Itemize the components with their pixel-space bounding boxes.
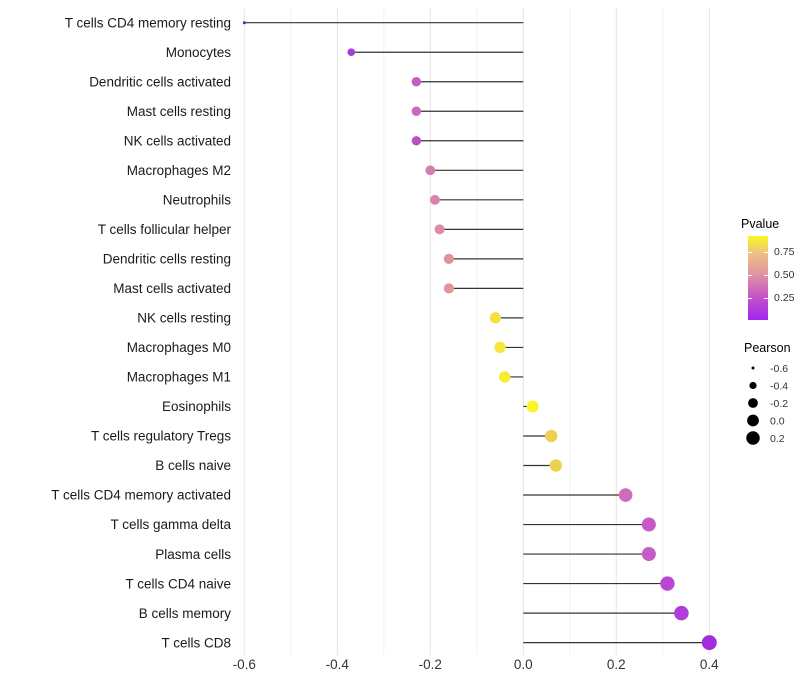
pvalue-tick-label: 0.25 bbox=[774, 292, 795, 304]
category-label: NK cells resting bbox=[137, 311, 231, 326]
pearson-legend-title: Pearson bbox=[744, 341, 791, 355]
category-label: Eosinophils bbox=[162, 399, 231, 414]
colorbar-tick bbox=[748, 298, 752, 299]
data-point bbox=[660, 576, 675, 591]
data-point bbox=[494, 341, 506, 354]
x-tick-label: -0.2 bbox=[419, 657, 442, 672]
category-label: T cells follicular helper bbox=[98, 222, 232, 237]
category-label: Mast cells resting bbox=[127, 104, 231, 119]
data-point bbox=[701, 635, 717, 651]
category-label: T cells CD4 memory resting bbox=[65, 15, 231, 30]
pvalue-tick-label: 0.75 bbox=[774, 246, 795, 258]
colorbar-tick bbox=[764, 275, 768, 276]
data-point bbox=[347, 48, 356, 57]
category-label: Dendritic cells resting bbox=[103, 252, 231, 267]
pearson-size-label: -0.6 bbox=[770, 363, 788, 375]
x-tick-label: 0.4 bbox=[700, 657, 719, 672]
colorbar-tick bbox=[764, 298, 768, 299]
category-label: T cells CD4 memory activated bbox=[51, 488, 231, 503]
data-point bbox=[242, 21, 246, 25]
pearson-size-legend: -0.6 -0.4 -0.2 0.0 0.2 bbox=[746, 363, 788, 445]
category-label: Monocytes bbox=[166, 45, 232, 60]
data-point bbox=[526, 400, 539, 413]
category-label: T cells gamma delta bbox=[110, 517, 231, 532]
category-label: Mast cells activated bbox=[113, 281, 231, 296]
x-tick-label: -0.6 bbox=[233, 657, 256, 672]
data-point bbox=[443, 283, 454, 294]
data-point bbox=[411, 77, 422, 87]
data-point bbox=[434, 224, 445, 235]
pvalue-tick-label: 0.50 bbox=[774, 269, 795, 281]
data-point bbox=[489, 312, 501, 324]
data-point bbox=[425, 165, 436, 176]
data-point bbox=[411, 106, 422, 116]
category-label: Macrophages M1 bbox=[127, 370, 231, 385]
data-point bbox=[443, 253, 454, 264]
category-label: Neutrophils bbox=[163, 193, 232, 208]
colorbar-tick bbox=[764, 252, 768, 253]
category-label: T cells regulatory Tregs bbox=[91, 429, 231, 444]
pvalue-colorbar bbox=[748, 236, 768, 320]
pearson-size-dot bbox=[746, 431, 760, 445]
pearson-size-label: 0.2 bbox=[770, 433, 785, 445]
category-label: B cells memory bbox=[139, 606, 232, 621]
x-tick-label: -0.4 bbox=[326, 657, 350, 672]
data-point bbox=[549, 459, 563, 472]
category-label: NK cells activated bbox=[124, 133, 231, 148]
category-label: Macrophages M2 bbox=[127, 163, 231, 178]
pearson-size-label: 0.0 bbox=[770, 415, 785, 427]
category-label: Macrophages M0 bbox=[127, 340, 231, 355]
data-point bbox=[674, 605, 689, 621]
data-point bbox=[499, 371, 511, 383]
category-label: Plasma cells bbox=[155, 547, 231, 562]
colorbar-tick bbox=[748, 275, 752, 276]
category-label: Dendritic cells activated bbox=[89, 74, 231, 89]
colorbar-tick bbox=[748, 252, 752, 253]
pearson-size-dot bbox=[749, 381, 757, 390]
pearson-size-dot bbox=[747, 414, 759, 427]
data-point bbox=[545, 429, 558, 443]
x-tick-label: 0.0 bbox=[514, 657, 533, 672]
data-point bbox=[641, 547, 656, 562]
data-point bbox=[641, 517, 656, 532]
pearson-size-label: -0.4 bbox=[770, 380, 788, 392]
data-point bbox=[430, 194, 440, 205]
pearson-size-dot bbox=[751, 366, 755, 370]
pvalue-legend-title: Pvalue bbox=[741, 217, 780, 231]
category-label: B cells naive bbox=[155, 458, 231, 473]
x-tick-label: 0.2 bbox=[607, 657, 626, 672]
data-point bbox=[411, 136, 422, 146]
pearson-size-label: -0.2 bbox=[770, 398, 788, 410]
category-label: T cells CD8 bbox=[161, 635, 231, 650]
pearson-size-dot bbox=[748, 398, 758, 408]
data-point bbox=[618, 488, 633, 502]
category-label: T cells CD4 naive bbox=[125, 576, 231, 591]
